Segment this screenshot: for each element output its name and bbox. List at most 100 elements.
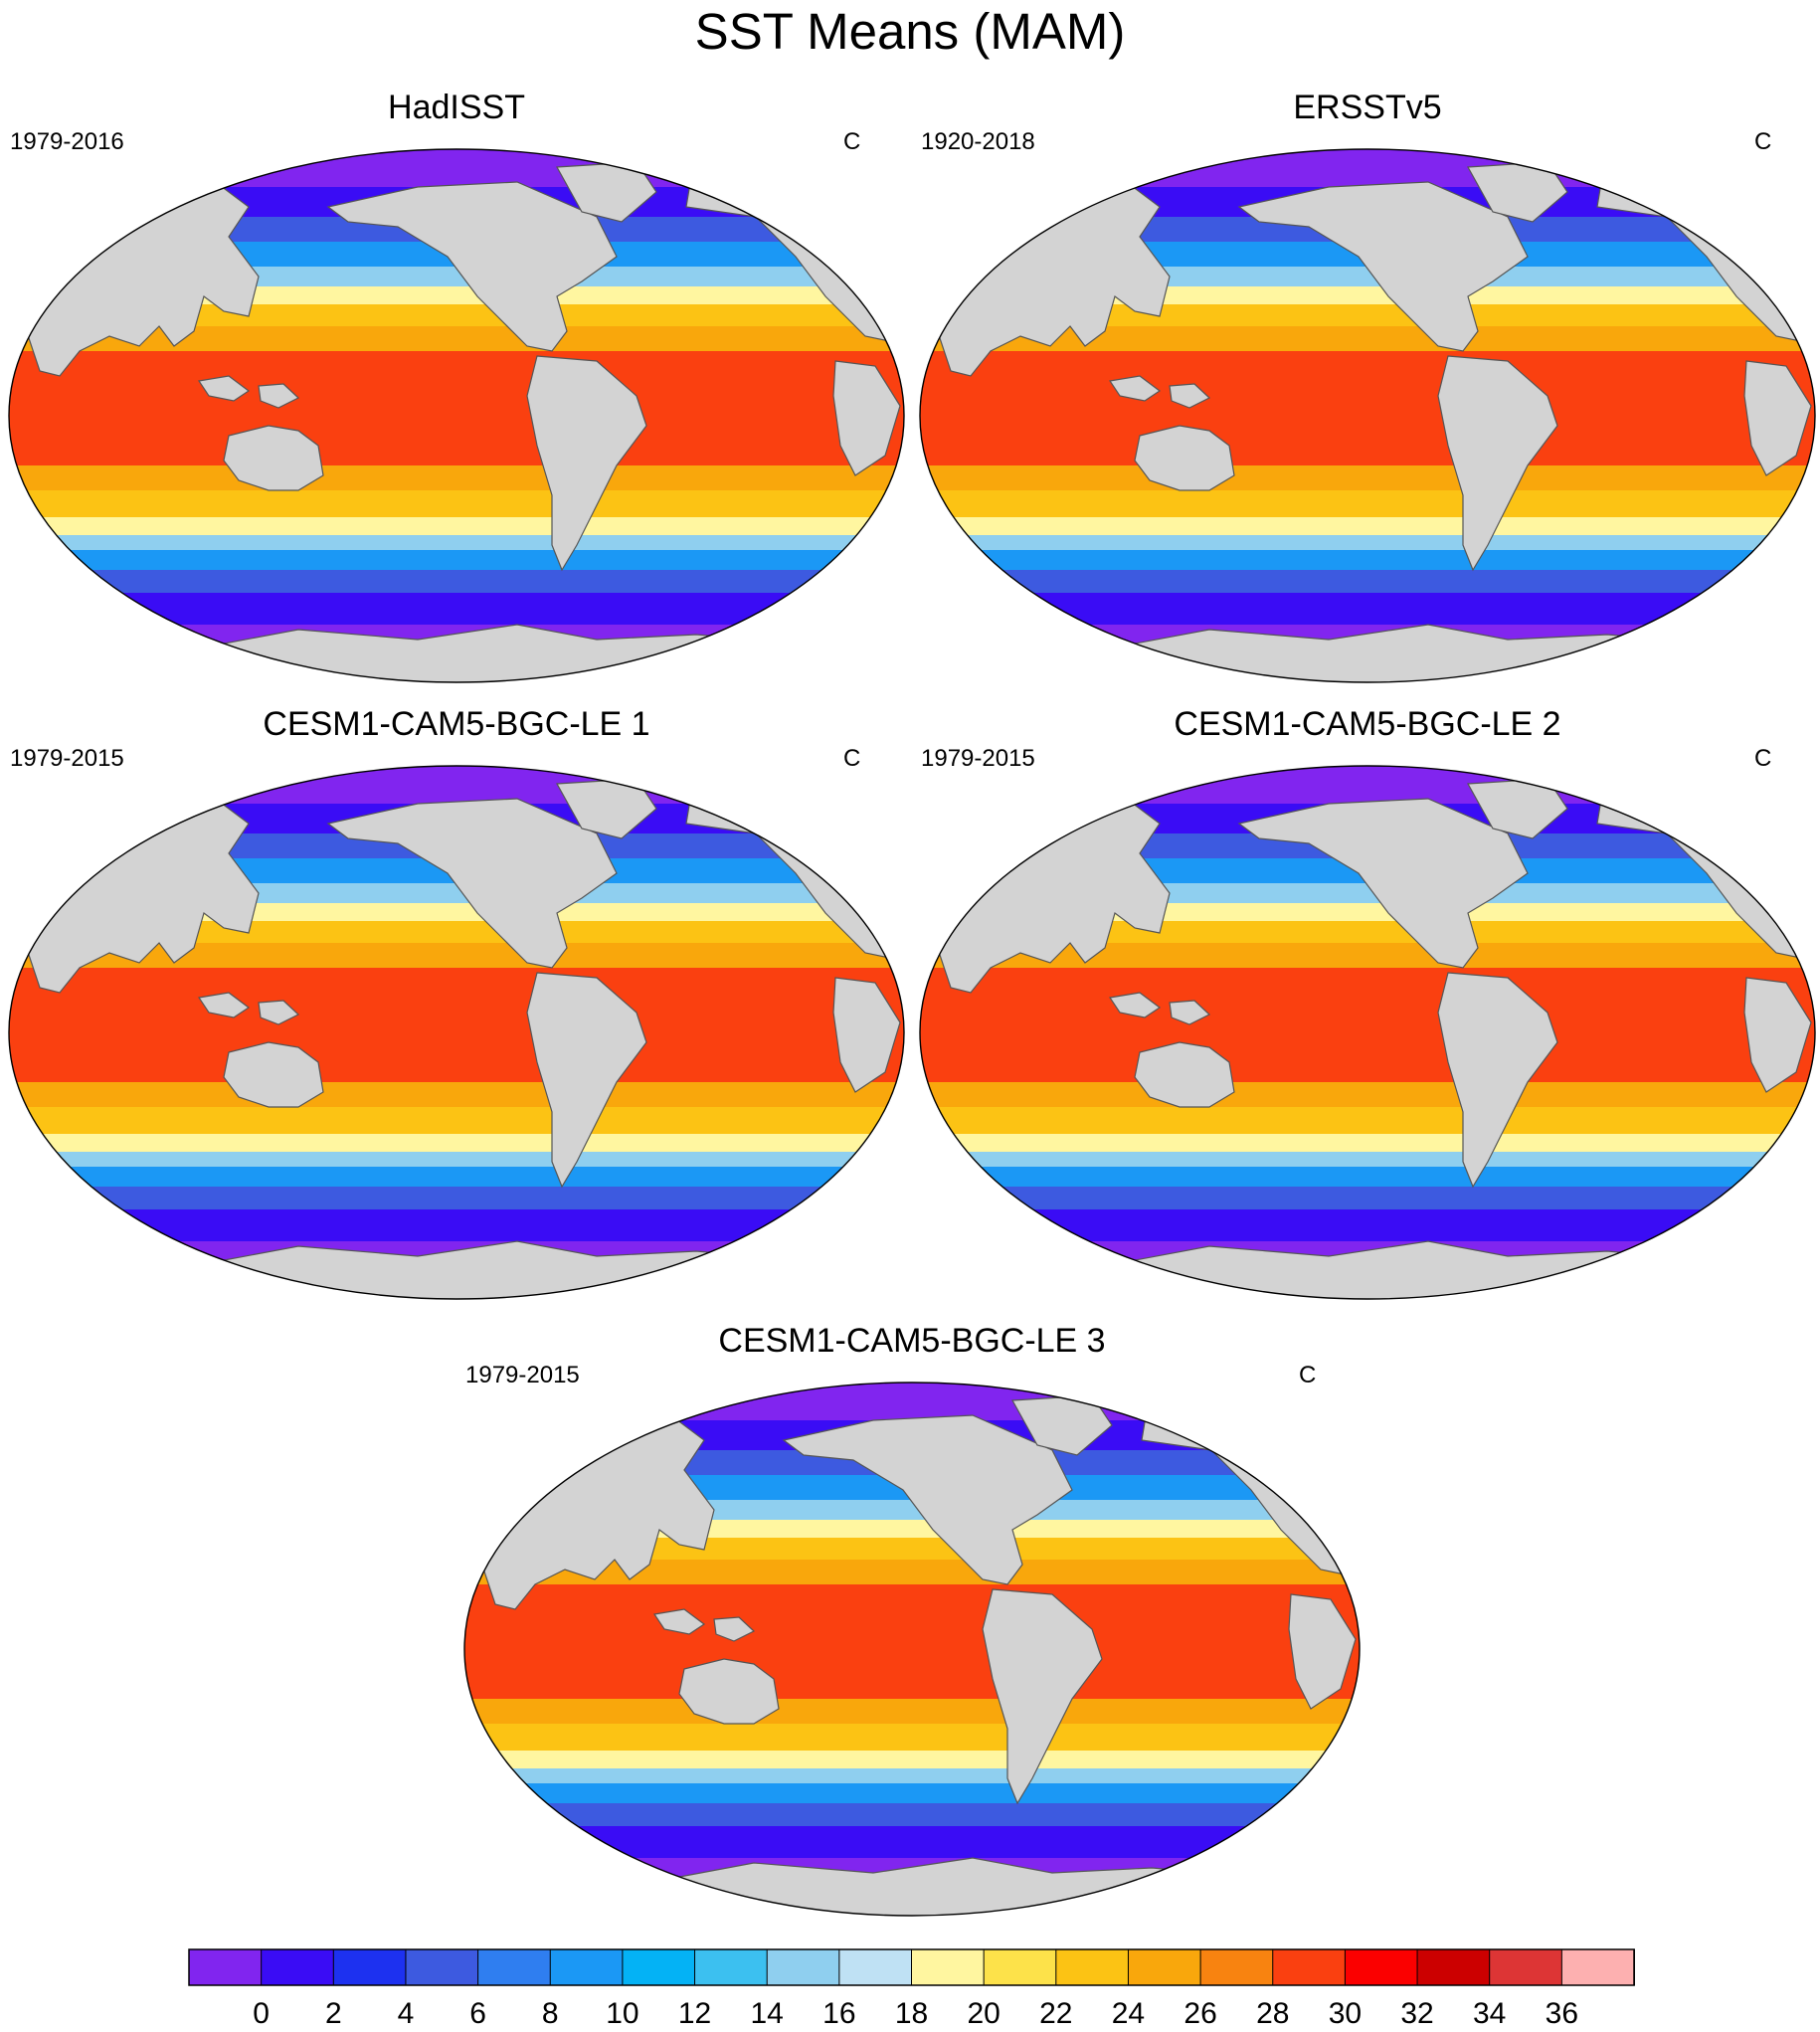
sst-band <box>9 1134 904 1152</box>
sst-band <box>920 1187 1815 1209</box>
sst-band <box>920 351 1815 465</box>
map-outline <box>8 765 905 1300</box>
sst-band <box>920 968 1815 1082</box>
colorbar-tick-label: 36 <box>1546 1997 1578 2029</box>
landmass <box>464 1857 1360 1916</box>
landmass <box>1437 972 1558 1189</box>
panel-title: ERSSTv5 <box>1293 89 1442 126</box>
sst-band <box>920 535 1815 550</box>
panel-period: 1979-2015 <box>465 1362 580 1388</box>
map-panel-cesm-1: CESM1-CAM5-BGC-LE 1 1979-2015 C <box>0 704 913 1301</box>
sst-band <box>9 1187 904 1209</box>
landmass <box>652 1608 706 1635</box>
sst-band <box>464 1826 1360 1858</box>
figure-title: SST Means (MAM) <box>694 3 1126 60</box>
landmass <box>1108 375 1162 402</box>
sst-band <box>920 517 1815 535</box>
landmass <box>9 1240 904 1299</box>
sst-band <box>9 535 904 550</box>
sst-band <box>464 1803 1360 1826</box>
landmass <box>920 624 1815 682</box>
sst-band <box>464 1699 1360 1724</box>
sst-band <box>464 1783 1360 1803</box>
colorbar-tick-label: 8 <box>542 1997 559 2029</box>
panel-period: 1979-2015 <box>921 745 1035 772</box>
sst-band <box>9 943 904 968</box>
colorbar-tick-label: 10 <box>606 1997 638 2029</box>
sst-band <box>920 1134 1815 1152</box>
map-panel-hadisst: HadISST 1979-2016 C <box>0 88 913 684</box>
colorbar-swatch <box>1344 1948 1419 1986</box>
panel-period: 1979-2016 <box>10 128 124 155</box>
map-panel-cesm-3: CESM1-CAM5-BGC-LE 3 1979-2015 C <box>455 1321 1368 1918</box>
sst-band <box>920 593 1815 625</box>
landmass <box>1169 1000 1211 1025</box>
colorbar-swatch <box>405 1948 479 1986</box>
colorbar-swatch <box>838 1948 913 1986</box>
landmass <box>326 798 618 969</box>
sst-band <box>920 550 1815 570</box>
landmass <box>1134 1041 1235 1108</box>
panel-period: 1979-2015 <box>10 745 124 772</box>
sst-band <box>9 465 904 490</box>
sst-band <box>9 1107 904 1134</box>
colorbar-swatch <box>261 1948 335 1986</box>
sst-band <box>9 326 904 351</box>
colorbar-tick-label: 26 <box>1183 1997 1216 2029</box>
colorbar-tick-label: 20 <box>967 1997 1000 2029</box>
sst-band <box>9 149 904 187</box>
sst-band <box>9 968 904 1082</box>
colorbar-swatch <box>1560 1948 1635 1986</box>
colorbar-swatch <box>1416 1948 1491 1986</box>
sst-band <box>9 1082 904 1107</box>
sst-band <box>920 149 1815 187</box>
panel-period: 1920-2018 <box>921 128 1035 155</box>
panel-title: CESM1-CAM5-BGC-LE 2 <box>1174 705 1561 743</box>
panel-units: C <box>1299 1362 1317 1388</box>
colorbar-tick-label: 28 <box>1256 1997 1289 2029</box>
colorbar-swatch <box>911 1948 986 1986</box>
sst-band <box>920 1152 1815 1167</box>
sst-band <box>920 1167 1815 1187</box>
colorbar-swatch <box>332 1948 407 1986</box>
sst-band <box>464 1724 1360 1751</box>
sst-map <box>919 765 1816 1300</box>
landmass <box>197 992 251 1018</box>
panel-title: CESM1-CAM5-BGC-LE 1 <box>263 705 650 743</box>
sst-band <box>920 465 1815 490</box>
landmass <box>1743 360 1812 476</box>
sst-band <box>464 1751 1360 1768</box>
panel-units: C <box>1754 128 1772 155</box>
panel-units: C <box>843 745 861 772</box>
colorbar-tick-label: 30 <box>1329 1997 1362 2029</box>
sst-band <box>920 1082 1815 1107</box>
sst-band <box>920 1107 1815 1134</box>
sst-band <box>920 1209 1815 1241</box>
sst-map <box>919 148 1816 683</box>
landmass <box>832 977 901 1093</box>
sst-band <box>9 550 904 570</box>
landmass <box>1108 992 1162 1018</box>
landmass <box>326 181 618 352</box>
colorbar: 0 2 4 6 8 10 12 14 16 18 20 22 24 26 28 30 32 34 36 <box>188 1948 1635 2029</box>
colorbar-tick-label: 6 <box>469 1997 486 2029</box>
sst-band <box>464 1383 1360 1420</box>
colorbar-swatch <box>983 1948 1057 1986</box>
colorbar-swatch <box>766 1948 840 1986</box>
map-panel-cesm-2: CESM1-CAM5-BGC-LE 2 1979-2015 C <box>911 704 1820 1301</box>
colorbar-tick-label: 18 <box>895 1997 928 2029</box>
map-outline <box>919 765 1816 1300</box>
panel-units: C <box>843 128 861 155</box>
map-outline <box>919 148 1816 683</box>
sst-band <box>9 351 904 465</box>
landmass <box>1237 181 1529 352</box>
colorbar-tick-label: 16 <box>822 1997 855 2029</box>
colorbar-swatch <box>1127 1948 1202 1986</box>
landmass <box>526 972 647 1189</box>
landmass <box>1169 383 1211 409</box>
colorbar-swatch <box>1272 1948 1347 1986</box>
sst-band <box>920 326 1815 351</box>
colorbar-tick-label: 0 <box>253 1997 270 2029</box>
panel-title: CESM1-CAM5-BGC-LE 3 <box>718 1322 1106 1360</box>
colorbar-tick-label: 24 <box>1112 1997 1145 2029</box>
